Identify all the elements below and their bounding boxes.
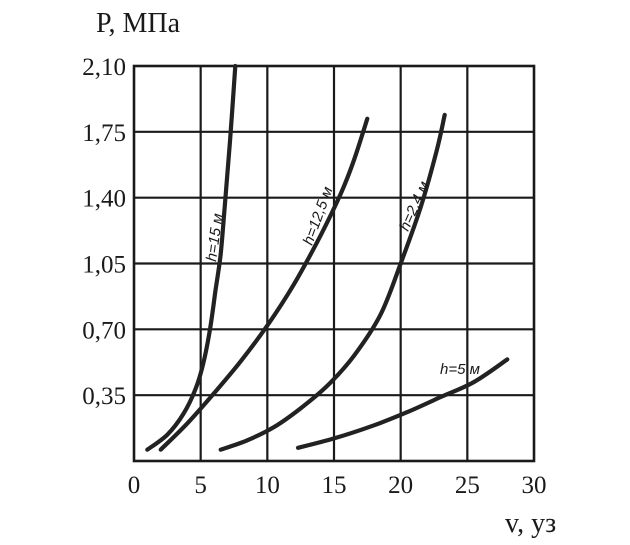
y-tick-labels: 0,35 0,70 1,05 1,40 1,75 2,10 — [82, 54, 126, 410]
y-tick-label: 1,40 — [82, 186, 126, 213]
series-label-h5: h=5 м — [440, 361, 480, 378]
x-tick-label: 30 — [522, 472, 547, 499]
y-tick-label: 1,75 — [82, 120, 126, 147]
y-tick-label: 0,70 — [82, 317, 126, 344]
y-tick-label: 0,35 — [82, 383, 126, 410]
y-axis-label: P, МПа — [96, 8, 181, 39]
series-labels: h=15 м h=12,5 м h=2,4 мh=5 м — [203, 179, 480, 378]
x-tick-label: 5 — [194, 472, 207, 499]
plot-frame — [132, 64, 536, 463]
series-line-h12-5 — [158, 116, 370, 452]
x-axis-label: v, уз — [505, 508, 556, 539]
series-line-h15 — [145, 63, 238, 452]
y-tick-label: 2,10 — [82, 54, 126, 81]
grid — [134, 66, 534, 461]
series-curves — [145, 63, 510, 452]
x-tick-label: 10 — [255, 472, 280, 499]
x-tick-labels: 0 5 10 15 20 25 30 — [128, 472, 547, 499]
series-line-h2-4 — [218, 112, 447, 452]
series-label-h15: h=15 м — [203, 212, 227, 262]
x-tick-label: 15 — [322, 472, 347, 499]
series-line-h5 — [295, 357, 510, 450]
x-tick-label: 25 — [455, 472, 480, 499]
y-tick-label: 1,05 — [82, 252, 126, 279]
x-tick-label: 20 — [388, 472, 413, 499]
x-tick-label: 0 — [128, 472, 141, 499]
